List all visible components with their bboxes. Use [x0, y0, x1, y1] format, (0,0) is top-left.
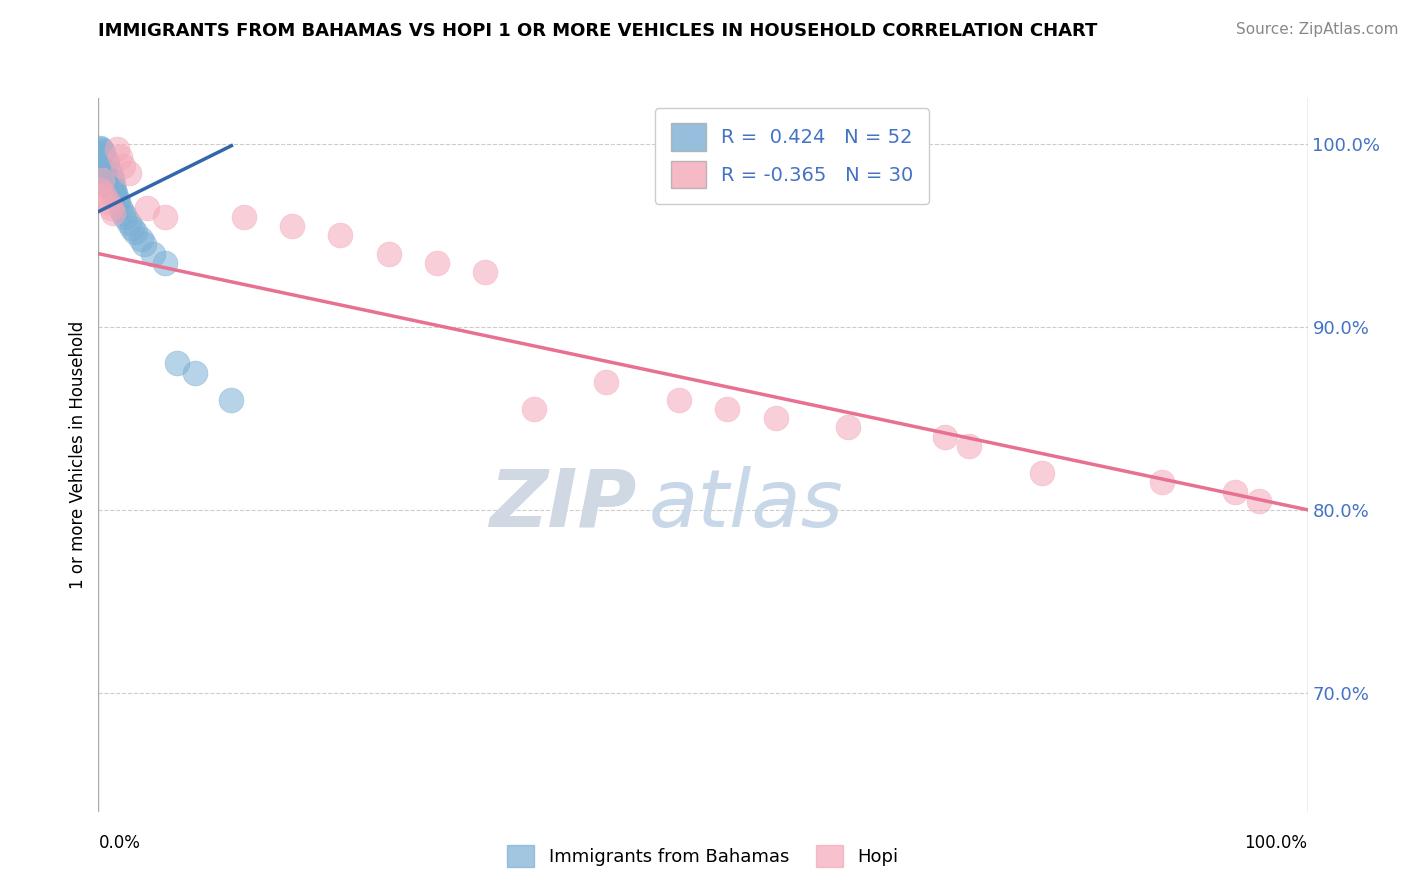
Point: [153, 210, 176, 224]
Point: [142, 246, 165, 260]
Point: [91, 173, 114, 187]
Point: [100, 201, 122, 215]
Point: [474, 265, 496, 279]
Point: [329, 228, 352, 243]
Point: [96, 157, 118, 171]
Point: [1249, 493, 1271, 508]
Point: [153, 256, 176, 270]
Text: ZIP: ZIP: [489, 466, 637, 544]
Text: atlas: atlas: [648, 466, 844, 544]
Point: [105, 192, 128, 206]
Point: [837, 420, 859, 434]
Point: [716, 402, 738, 417]
Point: [97, 195, 120, 210]
Point: [129, 232, 152, 246]
Point: [101, 206, 124, 220]
Point: [91, 144, 114, 158]
Point: [91, 146, 114, 161]
Point: [104, 186, 127, 201]
Point: [135, 201, 157, 215]
Point: [523, 402, 546, 417]
Point: [1031, 467, 1053, 481]
Point: [90, 157, 112, 171]
Point: [281, 219, 304, 234]
Point: [118, 166, 141, 180]
Point: [93, 157, 115, 171]
Point: [105, 142, 128, 156]
Point: [111, 159, 134, 173]
Point: [89, 183, 111, 197]
Point: [89, 140, 111, 154]
Text: 0.0%: 0.0%: [98, 834, 141, 852]
Point: [93, 150, 115, 164]
Point: [100, 181, 122, 195]
Point: [114, 210, 136, 224]
Point: [96, 173, 118, 187]
Point: [93, 164, 115, 178]
Point: [90, 142, 112, 156]
Point: [377, 246, 399, 260]
Y-axis label: 1 or more Vehicles in Household: 1 or more Vehicles in Household: [69, 321, 87, 589]
Point: [91, 166, 114, 180]
Point: [1152, 475, 1174, 490]
Point: [184, 366, 207, 380]
Point: [91, 153, 114, 168]
Text: Source: ZipAtlas.com: Source: ZipAtlas.com: [1236, 22, 1399, 37]
Point: [108, 201, 131, 215]
Point: [118, 215, 141, 229]
Point: [124, 225, 146, 239]
Point: [94, 153, 117, 168]
Point: [91, 152, 114, 166]
Point: [668, 392, 690, 407]
Legend: R =  0.424   N = 52, R = -0.365   N = 30: R = 0.424 N = 52, R = -0.365 N = 30: [655, 108, 929, 203]
Point: [100, 171, 122, 186]
Point: [91, 177, 114, 191]
Point: [101, 186, 124, 201]
Point: [134, 237, 156, 252]
Point: [765, 411, 787, 425]
Point: [934, 429, 956, 443]
Point: [595, 375, 617, 389]
Point: [100, 168, 122, 182]
Point: [96, 164, 118, 178]
Point: [957, 439, 980, 453]
Point: [91, 161, 114, 175]
Point: [98, 164, 121, 178]
Point: [121, 221, 143, 235]
Point: [89, 148, 111, 162]
Point: [166, 356, 188, 370]
Point: [107, 195, 129, 210]
Point: [97, 161, 120, 175]
Point: [426, 256, 449, 270]
Point: [91, 159, 114, 173]
Point: [90, 150, 112, 164]
Point: [111, 206, 134, 220]
Point: [97, 168, 120, 182]
Point: [93, 173, 115, 187]
Text: IMMIGRANTS FROM BAHAMAS VS HOPI 1 OR MORE VEHICLES IN HOUSEHOLD CORRELATION CHAR: IMMIGRANTS FROM BAHAMAS VS HOPI 1 OR MOR…: [98, 22, 1098, 40]
Point: [1223, 484, 1246, 499]
Point: [103, 183, 125, 197]
Point: [94, 161, 117, 175]
Point: [94, 169, 117, 184]
Point: [221, 392, 243, 407]
Point: [232, 210, 254, 224]
Point: [93, 188, 115, 202]
Point: [100, 177, 122, 191]
Point: [97, 177, 120, 191]
Point: [91, 168, 114, 182]
Point: [108, 150, 131, 164]
Text: 100.0%: 100.0%: [1244, 834, 1308, 852]
Point: [98, 171, 121, 186]
Point: [101, 177, 124, 191]
